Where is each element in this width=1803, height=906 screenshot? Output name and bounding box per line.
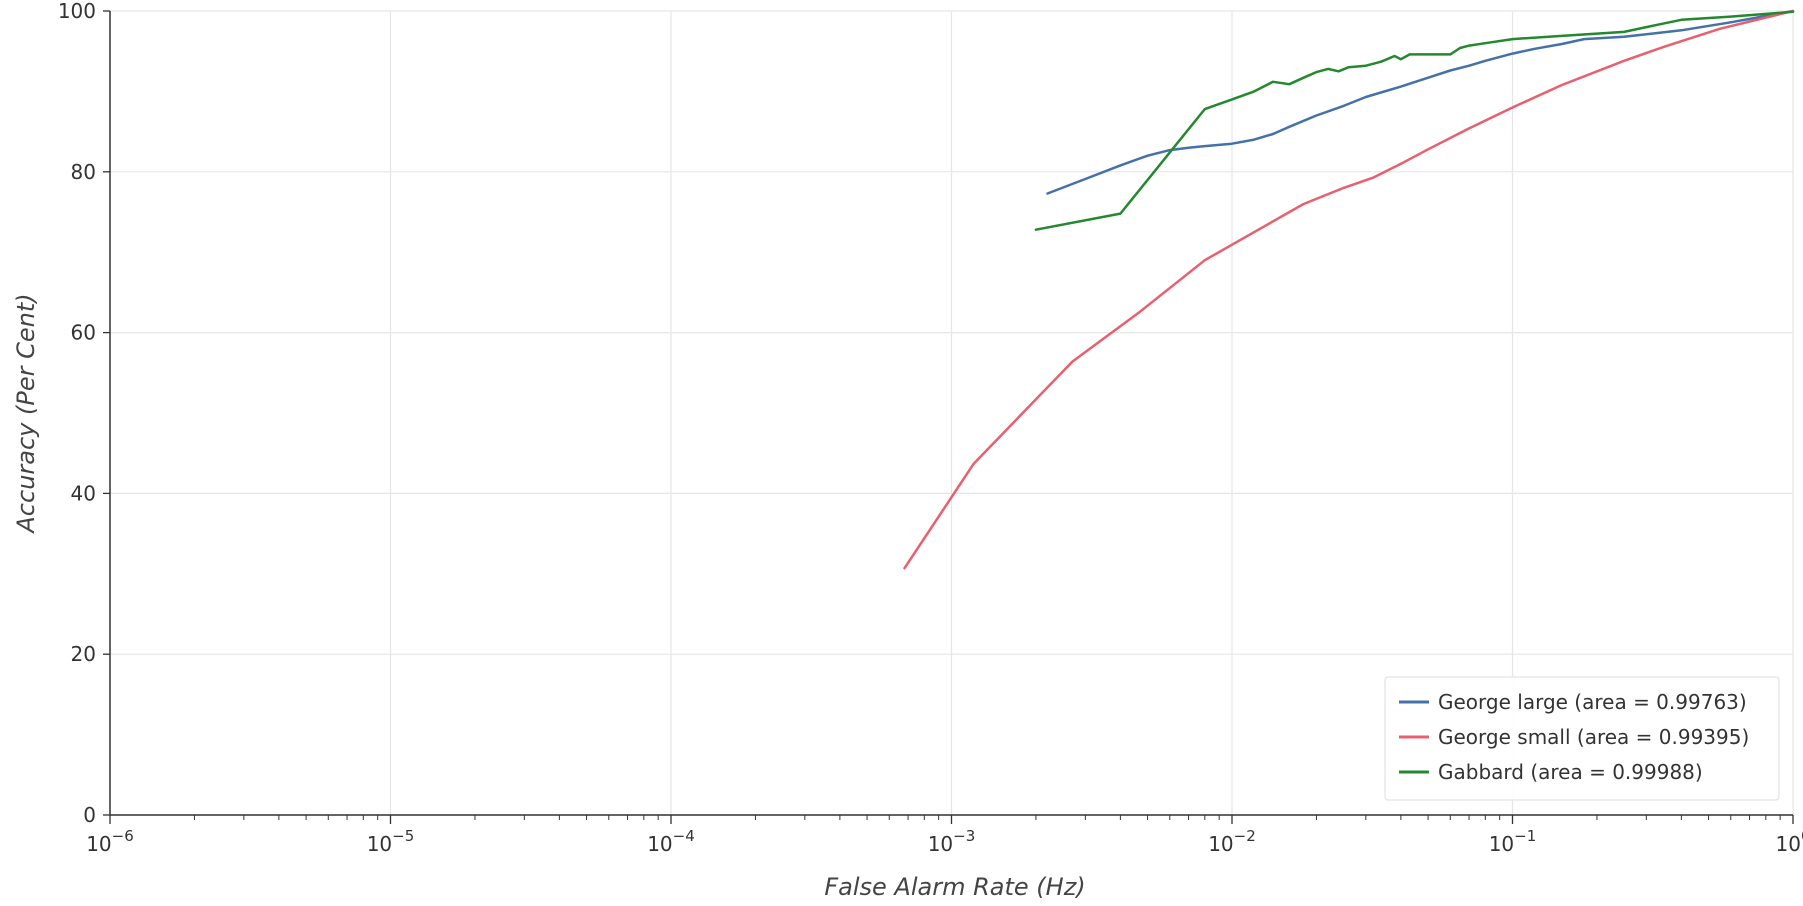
gridlines (109, 10, 1794, 816)
axes (103, 10, 1794, 824)
series-line-1 (1046, 9, 1795, 195)
y-tick-label: 100 (58, 0, 96, 23)
y-axis-title: Accuracy (Per Cent) (12, 293, 40, 534)
x-tick-label: 10−1 (1489, 827, 1537, 856)
legend: George large (area = 0.99763) George smal… (1384, 676, 1780, 801)
series-line-2 (903, 9, 1795, 570)
tick-labels: 0 20 40 60 80 100 10−6 10−5 10−4 10−3 10−2 10−1 100 (58, 0, 1803, 856)
x-tick-label: 10−5 (367, 827, 415, 856)
x-tick-label: 100 (1776, 827, 1803, 856)
legend-box (1384, 676, 1780, 801)
y-tick-label: 20 (71, 642, 96, 666)
y-tick-label: 40 (71, 481, 96, 505)
y-tick-label: 0 (83, 803, 96, 827)
x-axis-title: False Alarm Rate (Hz) (824, 873, 1085, 901)
legend-label: Gabbard (area = 0.99988) (1438, 760, 1703, 784)
y-tick-label: 60 (71, 321, 96, 345)
x-tick-label: 10−3 (928, 827, 976, 856)
legend-label: George large (area = 0.99763) (1438, 690, 1747, 714)
series-lines (903, 9, 1795, 570)
legend-label: George small (area = 0.99395) (1438, 725, 1749, 749)
series-line-3 (1034, 10, 1795, 231)
x-tick-label: 10−6 (86, 827, 134, 856)
y-tick-label: 80 (71, 160, 96, 184)
x-tick-label: 10−2 (1208, 827, 1256, 856)
x-tick-label: 10−4 (647, 827, 695, 856)
